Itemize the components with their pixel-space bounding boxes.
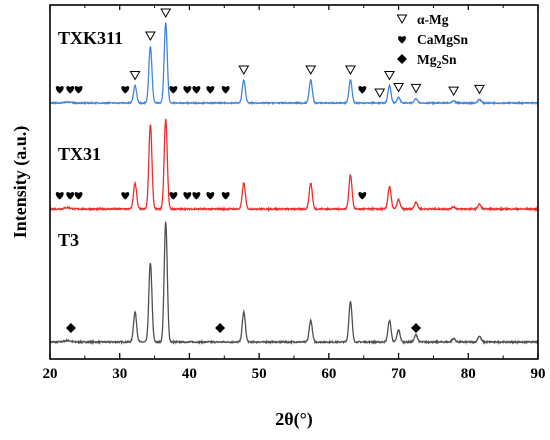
legend-symbol-heart bbox=[398, 36, 406, 44]
series-label-tx31: TX31 bbox=[58, 144, 101, 164]
marker-triangle-txk311-18 bbox=[393, 82, 405, 93]
legend-label-2: Mg2Sn bbox=[417, 52, 457, 71]
marker-heart-tx31-5 bbox=[183, 192, 192, 200]
x-axis-title: 2θ(°) bbox=[275, 409, 313, 430]
marker-heart-txk311-2 bbox=[74, 86, 83, 94]
marker-diamond-t3-0 bbox=[65, 323, 76, 333]
marker-heart-txk311-9 bbox=[358, 86, 367, 94]
plot-frame bbox=[49, 4, 539, 360]
series-line-t3 bbox=[49, 221, 539, 346]
marker-triangle-txk311-12 bbox=[160, 8, 172, 18]
x-tick-label-70: 70 bbox=[391, 366, 406, 382]
marker-heart-tx31-2 bbox=[74, 192, 83, 200]
marker-heart-txk311-8 bbox=[221, 86, 230, 94]
marker-heart-tx31-4 bbox=[169, 192, 178, 200]
x-tick-label-40: 40 bbox=[182, 366, 197, 382]
marker-heart-txk311-3 bbox=[121, 86, 130, 94]
marker-heart-tx31-7 bbox=[206, 192, 215, 200]
series-label-txk311: TXK311 bbox=[58, 28, 123, 48]
marker-heart-tx31-9 bbox=[358, 192, 367, 200]
marker-heart-tx31-6 bbox=[192, 192, 201, 200]
series-line-tx31 bbox=[49, 118, 539, 213]
marker-heart-tx31-8 bbox=[221, 192, 230, 200]
marker-heart-tx31-3 bbox=[121, 192, 130, 200]
marker-triangle-txk311-19 bbox=[410, 83, 422, 94]
legend-label-0: α-Mg bbox=[417, 12, 449, 27]
legend-symbol-diamond bbox=[397, 54, 407, 64]
legend-label-1: CaMgSn bbox=[417, 32, 468, 47]
marker-triangle-txk311-14 bbox=[305, 65, 317, 76]
marker-heart-txk311-1 bbox=[66, 86, 75, 94]
x-axis-ticks: 20 30 40 50 60 70 80 90 bbox=[43, 5, 546, 382]
marker-triangle-txk311-15 bbox=[345, 65, 356, 76]
marker-triangle-txk311-17 bbox=[384, 71, 395, 81]
marker-triangle-txk311-20 bbox=[448, 86, 460, 97]
x-tick-label-80: 80 bbox=[461, 366, 476, 382]
x-tick-label-20: 20 bbox=[43, 366, 58, 382]
y-axis-title: Intensity (a.u.) bbox=[10, 126, 31, 239]
x-tick-label-60: 60 bbox=[321, 366, 336, 382]
series-label-t3: T3 bbox=[58, 230, 79, 250]
marker-heart-txk311-0 bbox=[55, 86, 64, 94]
series-group bbox=[49, 22, 539, 346]
x-tick-label-30: 30 bbox=[112, 366, 127, 382]
marker-heart-txk311-5 bbox=[183, 86, 192, 94]
marker-heart-txk311-7 bbox=[206, 86, 215, 94]
phase-markers-group bbox=[55, 8, 485, 333]
series-labels: T3 TX31 TXK311 bbox=[58, 28, 123, 250]
marker-heart-tx31-1 bbox=[66, 192, 75, 200]
x-tick-label-50: 50 bbox=[252, 366, 267, 382]
marker-heart-txk311-6 bbox=[192, 86, 201, 94]
marker-triangle-txk311-21 bbox=[473, 84, 485, 95]
x-tick-label-90: 90 bbox=[531, 366, 546, 382]
marker-heart-tx31-0 bbox=[55, 192, 64, 200]
marker-diamond-t3-1 bbox=[215, 323, 226, 333]
legend-symbol-triangle bbox=[396, 14, 408, 25]
marker-triangle-txk311-10 bbox=[129, 71, 141, 81]
marker-heart-txk311-4 bbox=[169, 86, 178, 94]
marker-triangle-txk311-16 bbox=[374, 88, 386, 99]
legend: α-Mg CaMgSn Mg2Sn bbox=[396, 12, 468, 71]
marker-triangle-txk311-11 bbox=[144, 31, 156, 41]
series-line-txk311 bbox=[49, 22, 539, 106]
marker-triangle-txk311-13 bbox=[238, 65, 250, 76]
marker-diamond-t3-2 bbox=[411, 323, 421, 333]
